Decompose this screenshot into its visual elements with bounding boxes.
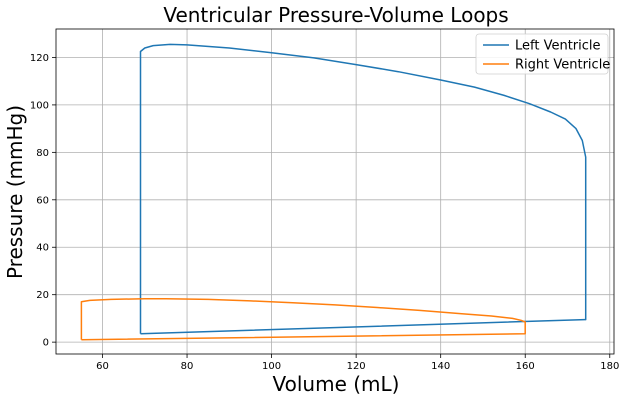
y-tick-label: 80	[36, 148, 49, 159]
plot-frame	[55, 28, 615, 355]
chart-title: Ventricular Pressure-Volume Loops	[163, 3, 508, 27]
series-line-right-ventricle	[80, 297, 526, 341]
y-tick-label: 0	[43, 338, 49, 349]
y-tick-label: 60	[36, 195, 49, 206]
y-tick-label: 100	[30, 100, 49, 111]
x-tick-label: 140	[431, 361, 450, 372]
x-tick-label: 180	[600, 361, 619, 372]
y-axis-label: Pressure (mmHg)	[3, 105, 27, 279]
x-tick-label: 120	[347, 361, 366, 372]
x-tick-label: 100	[262, 361, 281, 372]
series-layer	[80, 43, 587, 341]
y-tick-label: 40	[36, 243, 49, 254]
x-axis-label: Volume (mL)	[273, 372, 400, 396]
legend-label: Left Ventricle	[515, 39, 601, 54]
x-tick-label: 160	[516, 361, 535, 372]
legend-label: Right Ventricle	[515, 58, 610, 73]
x-tick-label: 80	[181, 361, 194, 372]
y-tick-label: 120	[30, 53, 49, 64]
series-line-left-ventricle	[139, 43, 587, 335]
ticks: 60 80 100 120 140 160 180 0 20 40 60 80 100 120	[30, 53, 619, 372]
grid	[56, 29, 614, 354]
y-tick-label: 20	[36, 290, 49, 301]
legend: Left Ventricle Right Ventricle	[475, 33, 610, 75]
x-tick-label: 60	[96, 361, 109, 372]
